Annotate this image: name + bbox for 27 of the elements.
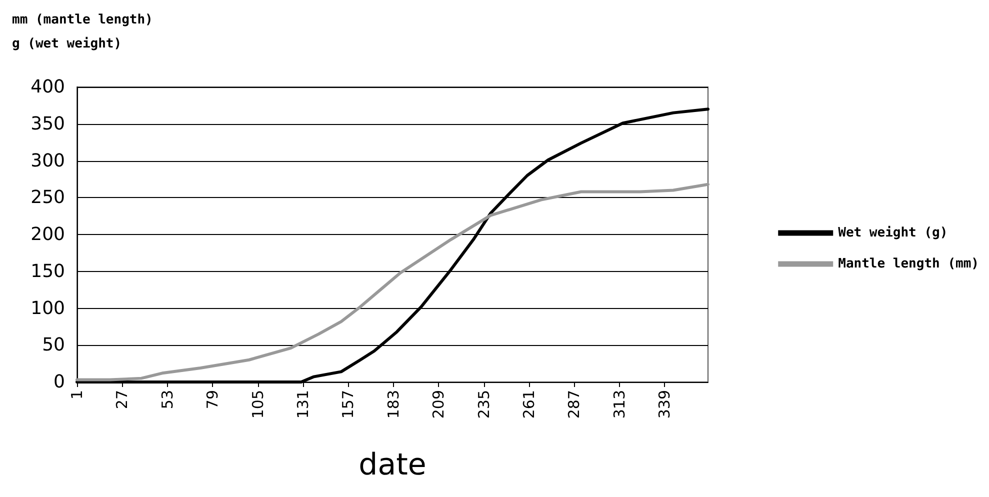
x-tick-label: 235 xyxy=(474,390,493,419)
y-tick-label: 350 xyxy=(30,113,65,134)
x-tick-label: 79 xyxy=(204,390,222,410)
y-tick-label: 0 xyxy=(54,372,65,392)
y-tick-label: 150 xyxy=(30,260,65,282)
y-tick-label: 300 xyxy=(30,150,65,172)
x-tick-label: 1 xyxy=(68,390,86,400)
x-tick-label: 287 xyxy=(565,390,584,419)
x-tick-label: 183 xyxy=(384,390,402,419)
y-tick-label: 100 xyxy=(30,298,65,319)
x-tick-label: 209 xyxy=(430,390,448,419)
legend-label: Wet weight (g) xyxy=(838,226,948,240)
x-axis-title: date xyxy=(358,448,426,482)
y-tick-label: 200 xyxy=(30,224,65,245)
x-tick-label: 261 xyxy=(520,390,538,419)
x-tick-label: 157 xyxy=(339,390,358,419)
x-tick-label: 53 xyxy=(158,390,176,410)
legend-label: Mantle length (mm) xyxy=(838,256,980,272)
x-tick-label: 27 xyxy=(113,390,132,410)
y-tick-label: 400 xyxy=(30,76,65,98)
x-tick-label: 313 xyxy=(610,390,628,419)
x-tick-label: 339 xyxy=(656,390,674,419)
y-tick-label: 50 xyxy=(42,334,65,356)
x-tick-label: 105 xyxy=(248,390,267,419)
y-axis-title: mm (mantle length) g (wet weight) xyxy=(12,12,153,52)
x-tick-label: 131 xyxy=(294,390,312,419)
y-tick-label: 250 xyxy=(30,187,65,208)
